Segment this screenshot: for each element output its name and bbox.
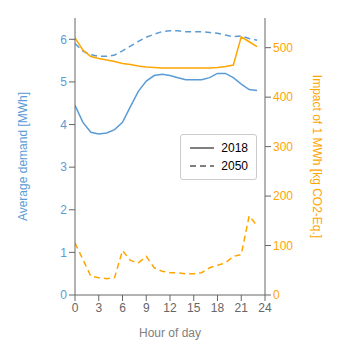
- svg-text:3: 3: [95, 301, 102, 315]
- svg-text:0: 0: [273, 288, 280, 302]
- svg-text:0: 0: [60, 288, 67, 302]
- svg-text:18: 18: [211, 301, 225, 315]
- svg-text:400: 400: [273, 90, 293, 104]
- svg-text:5: 5: [60, 75, 67, 89]
- svg-text:Impact of 1 MWh [kg CO2-Eq.]: Impact of 1 MWh [kg CO2-Eq.]: [310, 75, 324, 238]
- svg-text:9: 9: [143, 301, 150, 315]
- html-text:2050: 2050: [221, 158, 248, 173]
- svg-text:Hour of day: Hour of day: [139, 326, 201, 340]
- svg-text:3: 3: [60, 160, 67, 174]
- svg-text:Average demand [MWh]: Average demand [MWh]: [16, 92, 30, 221]
- svg-text:15: 15: [187, 301, 201, 315]
- svg-text:2: 2: [60, 203, 67, 217]
- html-text:2018: 2018: [221, 140, 248, 155]
- svg-text:6: 6: [60, 33, 67, 47]
- svg-text:24: 24: [258, 301, 272, 315]
- svg-text:21: 21: [235, 301, 249, 315]
- svg-text:200: 200: [273, 189, 293, 203]
- svg-text:6: 6: [119, 301, 126, 315]
- svg-text:4: 4: [60, 118, 67, 132]
- svg-text:0: 0: [72, 301, 79, 315]
- svg-text:100: 100: [273, 239, 293, 253]
- svg-text:1: 1: [60, 246, 67, 260]
- svg-text:500: 500: [273, 41, 293, 55]
- svg-text:12: 12: [163, 301, 177, 315]
- svg-text:300: 300: [273, 140, 293, 154]
